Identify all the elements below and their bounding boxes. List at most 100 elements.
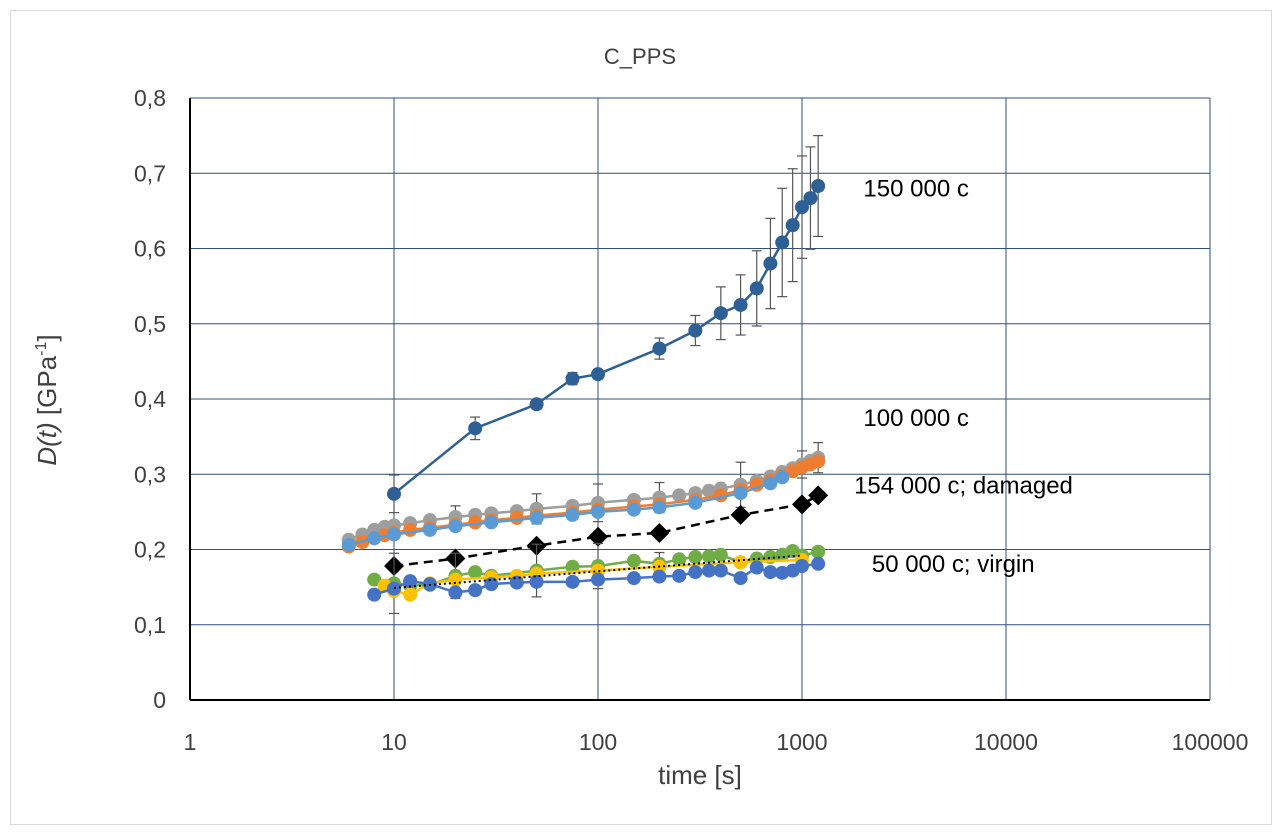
- y-tick-label: 0,2: [134, 537, 166, 563]
- data-point: [763, 565, 778, 580]
- data-point: [468, 515, 483, 530]
- data-point: [688, 495, 703, 510]
- data-point: [509, 510, 524, 525]
- data-point: [775, 470, 790, 485]
- data-point: [484, 515, 499, 530]
- data-point: [733, 486, 748, 501]
- data-point: [775, 235, 790, 250]
- x-tick-labels: 1 10 100 1000 10000 100000: [184, 729, 1249, 755]
- data-point: [403, 574, 418, 589]
- annotations: 150 000 c 100 000 c 154 000 c; damaged 50 0…: [854, 175, 1073, 577]
- data-point: [565, 371, 580, 386]
- series-layer: [341, 135, 829, 615]
- series-0: [387, 135, 826, 514]
- data-point: [733, 555, 748, 570]
- x-tick-label: 10000: [974, 729, 1038, 755]
- chart-title: C_PPS: [604, 44, 676, 69]
- data-point: [775, 565, 790, 580]
- y-tick-label: 0: [153, 687, 166, 713]
- data-point: [749, 281, 764, 296]
- data-point: [468, 421, 483, 436]
- y-tick-label: 0,1: [134, 612, 166, 638]
- data-point: [565, 574, 580, 589]
- data-point: [591, 572, 605, 587]
- data-point: [688, 565, 703, 580]
- data-point: [626, 571, 641, 586]
- data-point: [808, 485, 829, 506]
- data-point: [733, 571, 748, 586]
- data-point: [652, 341, 667, 356]
- data-point: [795, 559, 809, 574]
- data-point: [626, 502, 641, 517]
- series-line: [393, 185, 820, 495]
- data-point: [529, 574, 544, 589]
- data-point: [792, 494, 812, 515]
- y-tick-label: 0,5: [134, 311, 166, 337]
- data-point: [387, 581, 401, 596]
- data-point: [672, 488, 687, 503]
- data-point: [403, 587, 418, 602]
- data-point: [591, 367, 605, 382]
- y-tick-label: 0,4: [134, 386, 166, 412]
- data-point: [811, 544, 826, 559]
- data-point: [448, 585, 463, 600]
- y-tick-label: 0,3: [134, 461, 166, 487]
- data-point: [448, 572, 463, 587]
- annotation-label: 50 000 c; virgin: [872, 551, 1035, 578]
- data-point: [701, 483, 716, 498]
- data-point: [763, 256, 778, 271]
- data-point: [730, 504, 751, 525]
- data-point: [713, 563, 728, 578]
- axes: [189, 97, 1211, 701]
- data-point: [367, 572, 382, 587]
- data-point: [387, 527, 401, 542]
- data-point: [688, 323, 703, 338]
- data-point: [652, 569, 667, 584]
- chart-frame: [10, 10, 1272, 825]
- x-tick-label: 10: [381, 729, 407, 755]
- x-tick-label: 1000: [776, 729, 827, 755]
- series-3: [341, 470, 790, 552]
- data-point: [448, 519, 463, 534]
- series-8: [393, 554, 803, 589]
- x-axis-label: time [s]: [658, 760, 742, 790]
- data-point: [565, 559, 580, 574]
- annotation-label: 150 000 c: [863, 175, 968, 202]
- data-point: [811, 556, 826, 571]
- data-point: [565, 507, 580, 522]
- data-point: [763, 476, 778, 491]
- annotation-label: 154 000 c; damaged: [854, 473, 1073, 500]
- data-point: [672, 552, 687, 567]
- data-point: [529, 510, 544, 525]
- data-point: [341, 537, 356, 552]
- data-point: [403, 522, 418, 537]
- data-point: [749, 560, 764, 575]
- data-point: [701, 549, 716, 564]
- data-point: [626, 553, 641, 568]
- grid: [190, 97, 1211, 700]
- series-4: [384, 485, 829, 577]
- series-line: [348, 456, 819, 541]
- data-point: [649, 522, 670, 543]
- y-tick-labels: 0 0,1 0,2 0,3 0,4 0,5 0,6 0,7 0,8: [134, 85, 166, 713]
- data-point: [672, 568, 687, 583]
- data-point: [529, 397, 544, 412]
- data-point: [688, 550, 703, 565]
- data-point: [468, 565, 483, 580]
- data-point: [484, 577, 499, 592]
- data-point: [422, 522, 437, 537]
- x-tick-label: 100: [579, 729, 617, 755]
- data-point: [591, 504, 605, 519]
- data-point: [811, 179, 826, 194]
- data-point: [795, 200, 809, 215]
- data-point: [713, 306, 728, 321]
- series-line: [393, 494, 819, 568]
- data-point: [387, 486, 401, 501]
- data-point: [733, 297, 748, 312]
- data-point: [367, 587, 382, 602]
- data-point: [803, 191, 818, 206]
- y-tick-label: 0,7: [134, 160, 166, 186]
- y-axis-label: D(t) [GPa-1]: [32, 334, 62, 465]
- x-tick-label: 1: [184, 729, 197, 755]
